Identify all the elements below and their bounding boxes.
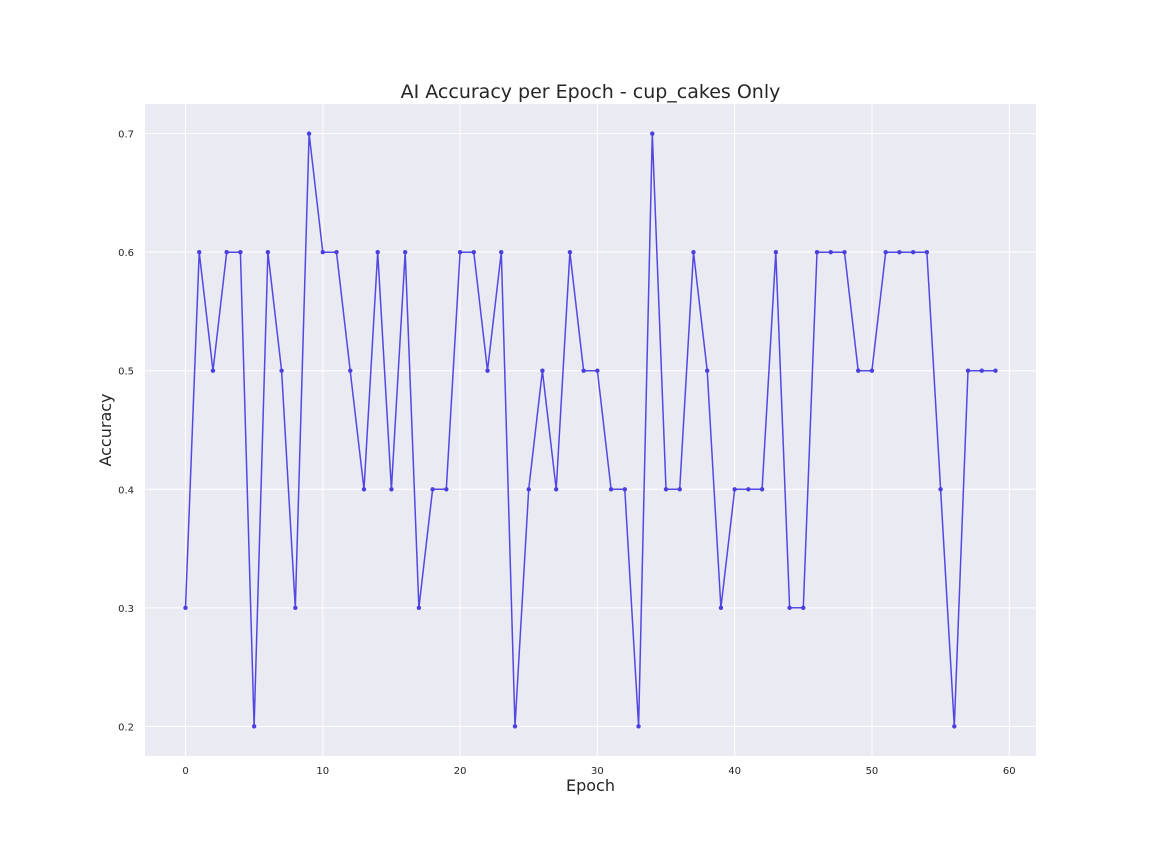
x-tick-label: 0 (182, 766, 188, 777)
data-point (938, 487, 943, 492)
y-tick-label: 0.6 (118, 248, 134, 259)
data-point (704, 368, 710, 373)
y-tick-label: 0.7 (118, 130, 134, 141)
data-point (801, 605, 806, 611)
y-tick-label: 0.5 (118, 367, 134, 378)
data-point (883, 249, 888, 255)
data-point (952, 724, 957, 729)
data-point (512, 724, 518, 729)
data-point (526, 487, 531, 492)
x-tick-label: 60 (1003, 766, 1016, 777)
x-tick-label: 20 (454, 766, 467, 777)
data-point (787, 605, 792, 611)
y-axis-ticks: 0.2 0.3 0.4 0.5 0.6 0.7 (118, 130, 134, 734)
data-point (540, 368, 545, 373)
series-points (183, 131, 998, 729)
data-point (238, 249, 243, 255)
data-point (856, 368, 861, 373)
y-tick-label: 0.3 (118, 604, 134, 615)
data-point (965, 368, 971, 373)
data-point (444, 487, 449, 492)
data-point (773, 249, 779, 255)
data-point (279, 368, 284, 373)
grid (145, 104, 1036, 756)
data-point (306, 131, 312, 136)
data-point (650, 131, 655, 136)
data-point (567, 249, 573, 255)
data-point (210, 368, 216, 373)
data-point (910, 249, 916, 255)
data-point (993, 368, 998, 373)
data-point (663, 487, 669, 492)
data-point (732, 487, 737, 492)
data-point (677, 487, 682, 492)
x-tick-label: 40 (728, 766, 741, 777)
data-point (183, 605, 188, 611)
data-point (320, 249, 325, 255)
x-tick-label: 10 (316, 766, 329, 777)
data-point (746, 487, 751, 492)
x-axis-label: Epoch (566, 776, 615, 795)
data-point (389, 487, 394, 492)
data-point (197, 249, 202, 255)
data-point (924, 249, 930, 255)
data-point (485, 368, 490, 373)
data-point (402, 249, 408, 255)
data-point (608, 487, 614, 492)
data-point (842, 249, 847, 255)
data-point (348, 368, 353, 373)
chart-title: AI Accuracy per Epoch - cup_cakes Only (401, 81, 781, 103)
data-point (979, 368, 984, 373)
data-point (251, 724, 257, 729)
data-point (691, 249, 696, 255)
data-point (457, 249, 463, 255)
series-line (184, 133, 996, 727)
plot-area (145, 104, 1036, 756)
data-point (334, 249, 339, 255)
data-point (265, 249, 271, 255)
data-point (828, 249, 833, 255)
data-point (595, 368, 600, 373)
y-tick-label: 0.2 (118, 722, 134, 733)
y-tick-label: 0.4 (118, 485, 134, 496)
x-tick-label: 30 (591, 766, 604, 777)
x-tick-label: 50 (866, 766, 879, 777)
data-point (581, 368, 586, 373)
data-point (759, 487, 765, 492)
data-point (814, 249, 820, 255)
data-point (416, 605, 422, 611)
data-point (375, 249, 380, 255)
data-point (718, 605, 724, 611)
data-point (869, 368, 875, 373)
data-point (430, 487, 435, 492)
data-point (553, 487, 559, 492)
data-point (224, 249, 229, 255)
data-point (636, 724, 641, 729)
data-point (622, 487, 628, 492)
data-point (471, 249, 477, 255)
y-axis-label: Accuracy (96, 393, 115, 466)
x-axis-ticks: 0 10 20 30 40 50 60 (182, 766, 1015, 777)
data-point (361, 487, 367, 492)
data-point (897, 249, 902, 255)
data-point (499, 249, 504, 255)
data-point (293, 605, 298, 611)
